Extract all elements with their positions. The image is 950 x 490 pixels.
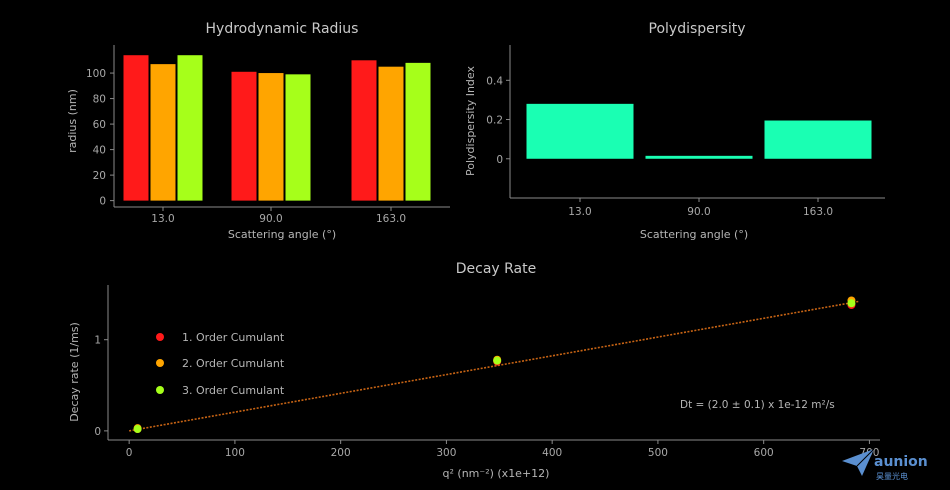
hydrodynamic-radius-panel: Hydrodynamic Radius radius (nm) Scatteri… [66, 21, 450, 241]
pdi-bars [526, 103, 872, 159]
pdi-bar-13.0 [526, 103, 634, 159]
decay-x-tick-label: 200 [331, 447, 351, 459]
radius-y-axis-label: radius (nm) [66, 89, 79, 153]
radius-y-tick-label: 100 [86, 68, 106, 80]
radius-x-axis-label: Scattering angle (°) [228, 228, 336, 241]
decay-y-tick-label: 1 [94, 335, 101, 347]
radius-bars [123, 55, 431, 201]
decay-x-axis-label: q² (nm⁻²) (x1e+12) [443, 467, 550, 480]
pdi-x-tick-label: 13.0 [568, 206, 591, 218]
legend-marker-order-3 [156, 386, 164, 394]
decay-rate-title: Decay Rate [456, 261, 537, 277]
legend-label-order-2: 2. Order Cumulant [182, 357, 285, 370]
polydispersity-panel: Polydispersity Polydispersity Index Scat… [464, 21, 885, 241]
logo-subtext: 昊量光电 [876, 471, 908, 481]
decay-point-order3-0 [133, 425, 142, 434]
radius-x-tick-label: 13.0 [151, 213, 174, 225]
pdi-y-tick-label: 0 [496, 154, 503, 166]
decay-point-order3-2 [847, 299, 856, 308]
radius-x-tick-label: 90.0 [259, 213, 282, 225]
decay-y-tick-label: 0 [94, 426, 101, 438]
hydrodynamic-radius-title: Hydrodynamic Radius [206, 21, 359, 37]
aunion-logo: aunion 昊量光电 [842, 448, 928, 481]
decay-rate-panel: Decay Rate Decay rate (1/ms) q² (nm⁻²) (… [68, 261, 880, 480]
radius-y-tick-label: 60 [93, 119, 106, 131]
radius-bar-90.0-s3 [285, 74, 311, 201]
legend-label-order-3: 3. Order Cumulant [182, 384, 285, 397]
radius-bar-90.0-s2 [258, 73, 284, 201]
pdi-y-tick-label: 0.4 [486, 75, 503, 87]
decay-x-tick-label: 0 [126, 447, 133, 459]
legend-marker-order-2 [156, 359, 164, 367]
diffusion-coefficient-annotation: Dt = (2.0 ± 0.1) x 1e-12 m²/s [680, 399, 835, 411]
pdi-x-axis-label: Scattering angle (°) [640, 228, 748, 241]
decay-points [133, 296, 856, 434]
decay-x-tick-label: 300 [436, 447, 456, 459]
pdi-bar-163.0 [764, 120, 872, 159]
paper-plane-icon [842, 448, 875, 476]
legend-label-order-1: 1. Order Cumulant [182, 331, 285, 344]
polydispersity-title: Polydispersity [649, 21, 746, 37]
pdi-y-axis-label: Polydispersity Index [464, 66, 477, 176]
radius-y-ticks: 0 20 40 60 80 100 [86, 68, 114, 208]
radius-y-tick-label: 80 [93, 94, 106, 106]
radius-bar-163.0-s1 [351, 60, 377, 201]
decay-x-tick-label: 100 [225, 447, 245, 459]
decay-legend: 1. Order Cumulant 2. Order Cumulant 3. O… [156, 331, 285, 397]
pdi-y-ticks: 0 0.2 0.4 [486, 75, 510, 166]
radius-bar-13.0-s3 [177, 55, 203, 201]
radius-y-tick-label: 0 [99, 196, 106, 208]
radius-bar-163.0-s3 [405, 62, 431, 201]
pdi-x-ticks: 13.0 90.0 163.0 [568, 198, 833, 218]
radius-bar-90.0-s1 [231, 71, 257, 201]
radius-y-tick-label: 20 [93, 170, 106, 182]
radius-bar-13.0-s1 [123, 55, 149, 201]
decay-x-tick-label: 400 [542, 447, 562, 459]
radius-bar-13.0-s2 [150, 64, 176, 201]
pdi-x-tick-label: 90.0 [687, 206, 710, 218]
pdi-x-tick-label: 163.0 [803, 206, 833, 218]
decay-point-order3-1 [493, 356, 502, 365]
decay-x-ticks: 0100200300400500600700 [126, 440, 879, 459]
decay-x-tick-label: 600 [754, 447, 774, 459]
radius-y-tick-label: 40 [93, 145, 106, 157]
decay-y-axis-label: Decay rate (1/ms) [68, 322, 81, 422]
radius-bar-163.0-s2 [378, 66, 404, 201]
linear-fit-line [129, 300, 859, 432]
pdi-bar-90.0 [645, 155, 753, 159]
pdi-y-tick-label: 0.2 [486, 115, 503, 127]
legend-marker-order-1 [156, 333, 164, 341]
radius-x-ticks: 13.0 90.0 163.0 [151, 207, 406, 225]
decay-x-tick-label: 500 [648, 447, 668, 459]
decay-y-ticks: 01 [94, 335, 108, 438]
radius-x-tick-label: 163.0 [376, 213, 406, 225]
logo-text: aunion [874, 454, 928, 470]
